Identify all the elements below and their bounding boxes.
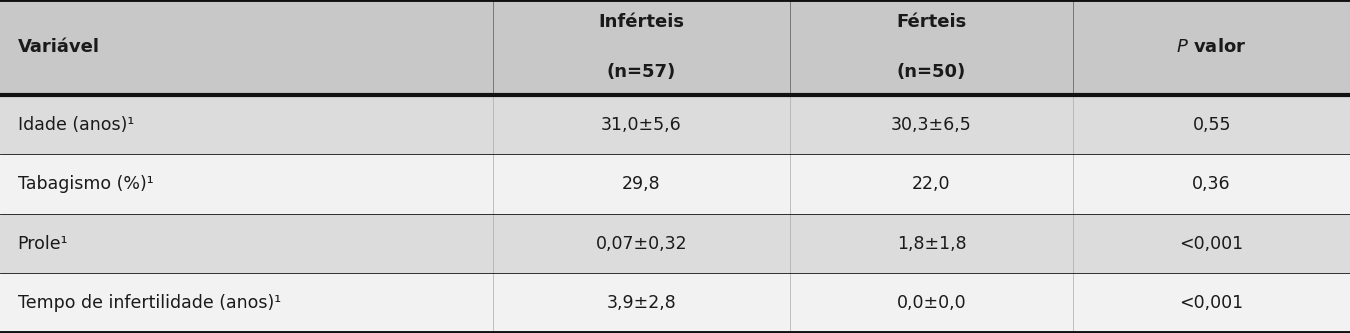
Bar [0, 0, 1350, 95]
Text: 3,9±2,8: 3,9±2,8 [606, 294, 676, 312]
Bar [0, 155, 1350, 214]
Text: 1,8±1,8: 1,8±1,8 [896, 235, 967, 253]
Text: Inférteis: Inférteis [598, 13, 684, 32]
Text: Tempo de infertilidade (anos)¹: Tempo de infertilidade (anos)¹ [18, 294, 281, 312]
Bar [0, 95, 1350, 155]
Text: <0,001: <0,001 [1180, 294, 1243, 312]
Bar [0, 214, 1350, 273]
Text: $\mathit{P}$ valor: $\mathit{P}$ valor [1176, 38, 1247, 57]
Text: (n=57): (n=57) [606, 63, 676, 82]
Text: 30,3±6,5: 30,3±6,5 [891, 116, 972, 134]
Text: Variável: Variável [18, 38, 100, 57]
Bar [0, 273, 1350, 333]
Text: 31,0±5,6: 31,0±5,6 [601, 116, 682, 134]
Text: 0,36: 0,36 [1192, 175, 1231, 193]
Text: Prole¹: Prole¹ [18, 235, 68, 253]
Text: Tabagismo (%)¹: Tabagismo (%)¹ [18, 175, 154, 193]
Text: Idade (anos)¹: Idade (anos)¹ [18, 116, 134, 134]
Text: Férteis: Férteis [896, 13, 967, 32]
Text: 0,55: 0,55 [1192, 116, 1231, 134]
Text: 0,0±0,0: 0,0±0,0 [896, 294, 967, 312]
Text: 0,07±0,32: 0,07±0,32 [595, 235, 687, 253]
Text: <0,001: <0,001 [1180, 235, 1243, 253]
Text: (n=50): (n=50) [896, 63, 967, 82]
Text: 22,0: 22,0 [913, 175, 950, 193]
Text: 29,8: 29,8 [622, 175, 660, 193]
